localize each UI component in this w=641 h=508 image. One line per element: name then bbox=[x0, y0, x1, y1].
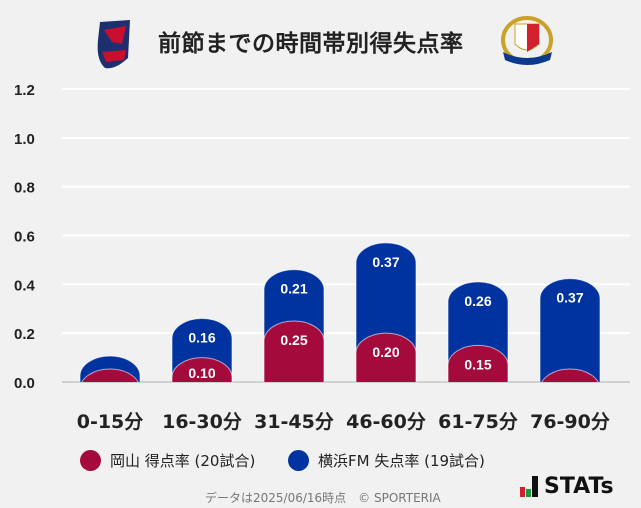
stats-bar-black-icon bbox=[532, 476, 538, 497]
footer-note: データは2025/06/16時点 © SPORTERIA bbox=[205, 491, 441, 505]
chart-title: 前節までの時間帯別得失点率 bbox=[158, 31, 464, 57]
stats-bar-green-icon bbox=[526, 489, 531, 497]
stats-bar-red-icon bbox=[520, 487, 525, 497]
data-label-okayama: 0.25 bbox=[280, 332, 307, 348]
bar-okayama bbox=[171, 357, 233, 382]
y-tick-label: 0.8 bbox=[14, 180, 35, 197]
legend-swatch-okayama bbox=[80, 450, 101, 471]
y-tick-label: 0.6 bbox=[14, 229, 35, 246]
bar-okayama bbox=[355, 332, 417, 382]
y-tick-label: 0.2 bbox=[14, 326, 35, 343]
y-tick-label: 0.4 bbox=[14, 277, 36, 294]
bar-okayama bbox=[81, 368, 139, 382]
legend-swatch-yokohama bbox=[288, 450, 309, 471]
legend-item-okayama: 岡山 得点率 (20試合) bbox=[80, 450, 255, 471]
x-tick-label: 61-75分 bbox=[438, 411, 518, 433]
x-tick-label: 0-15分 bbox=[77, 411, 144, 433]
bar-okayama bbox=[447, 344, 509, 382]
x-tick-label: 16-30分 bbox=[162, 411, 242, 433]
legend-label-okayama: 岡山 得点率 (20試合) bbox=[110, 452, 256, 470]
x-tick-label: 46-60分 bbox=[346, 411, 426, 433]
x-tick-label: 76-90分 bbox=[530, 411, 610, 433]
bar-yokohama bbox=[79, 355, 141, 382]
stats-logo: STATs bbox=[520, 474, 614, 499]
data-label-okayama: 0.20 bbox=[372, 344, 399, 360]
data-label-yokohama: 0.37 bbox=[556, 290, 583, 306]
data-label-yokohama: 0.16 bbox=[188, 330, 215, 346]
legend-item-yokohama: 横浜FM 失点率 (19試合) bbox=[288, 450, 485, 471]
x-tick-label: 31-45分 bbox=[254, 411, 334, 433]
data-label-yokohama: 0.26 bbox=[464, 293, 491, 309]
y-tick-label: 1.2 bbox=[14, 82, 35, 99]
y-tick-label: 0.0 bbox=[14, 375, 35, 392]
data-label-okayama: 0.15 bbox=[464, 356, 491, 372]
stats-brand: STATs bbox=[544, 474, 614, 499]
data-label-okayama: 0.10 bbox=[188, 365, 215, 381]
bar-okayama bbox=[263, 320, 325, 382]
data-label-yokohama: 0.21 bbox=[280, 281, 307, 297]
chart: 0.0 0.2 0.4 0.6 0.8 1.0 1.2 0-15分 16-30分 31-45分 46… bbox=[14, 82, 630, 433]
bar-yokohama bbox=[539, 278, 601, 382]
y-tick-label: 1.0 bbox=[14, 131, 35, 148]
bar-okayama bbox=[541, 368, 599, 382]
data-label-yokohama: 0.37 bbox=[372, 254, 399, 270]
legend-label-yokohama: 横浜FM 失点率 (19試合) bbox=[318, 452, 485, 470]
